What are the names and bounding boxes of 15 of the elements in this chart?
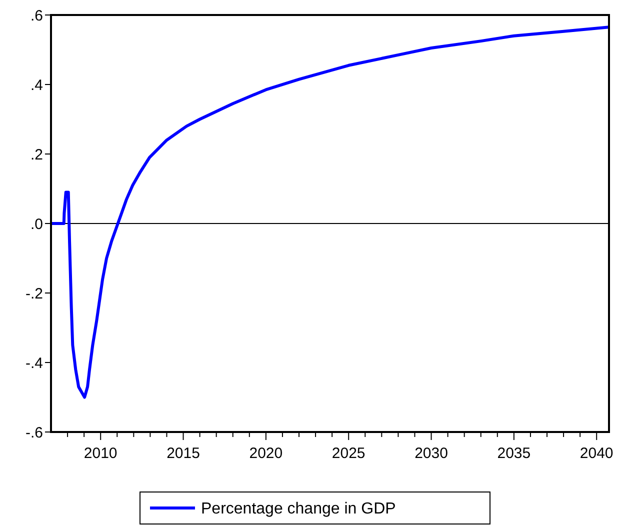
x-tick-label: 2035 bbox=[497, 445, 531, 462]
y-tick-label: .4 bbox=[30, 76, 43, 94]
y-tick-label: -.4 bbox=[25, 354, 43, 372]
x-tick-label: 2030 bbox=[414, 445, 448, 462]
legend-label: Percentage change in GDP bbox=[201, 500, 396, 518]
x-tick-label: 2020 bbox=[249, 445, 283, 462]
y-tick-label: -.2 bbox=[25, 285, 43, 302]
x-tick-label: 2025 bbox=[332, 445, 366, 462]
y-tick-label: .2 bbox=[30, 146, 43, 164]
y-tick-label: .6 bbox=[30, 7, 43, 24]
y-tick-label: -.6 bbox=[25, 424, 43, 442]
x-tick-label: 2040 bbox=[580, 445, 614, 462]
y-tick-label: .0 bbox=[30, 216, 43, 233]
x-tick-label: 2010 bbox=[84, 445, 118, 462]
x-tick-label: 2015 bbox=[166, 445, 200, 462]
